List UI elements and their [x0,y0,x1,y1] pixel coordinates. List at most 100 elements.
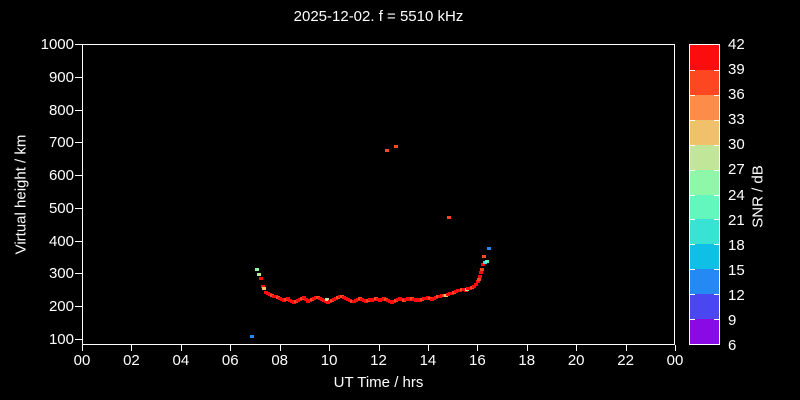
colorbar-segment [690,269,719,295]
x-tick [576,345,578,351]
x-tick [230,345,232,351]
colorbar-tick [714,69,719,71]
x-tick [279,345,281,351]
x-tick [180,345,182,351]
x-tick [625,345,627,351]
colorbar-tick [690,244,695,246]
data-point [477,278,482,282]
y-tick-label: 800 [48,101,74,119]
data-point [478,275,483,279]
colorbar-tick-label: 36 [728,86,745,104]
colorbar-tick-label: 9 [728,311,737,329]
colorbar-tick-label: 30 [728,136,745,154]
colorbar-segment [690,69,719,96]
colorbar-tick [690,269,695,271]
data-point [262,287,267,291]
x-tick-label: 08 [271,352,288,369]
x-tick-label: 18 [518,352,536,369]
y-tick [75,339,82,340]
y-tick [75,44,82,45]
y-tick-label: 200 [48,298,74,316]
colorbar-tick [690,94,695,96]
colorbar-tick [714,144,719,146]
data-point [259,277,264,281]
x-tick-label: 14 [419,352,437,369]
data-point [479,271,484,275]
colorbar-segment [690,119,719,146]
y-tick-label: 700 [48,134,74,152]
data-point [249,335,254,339]
x-tick [378,345,380,351]
plot-title: 2025-12-02. f = 5510 kHz [293,8,464,25]
colorbar-tick-label: 42 [728,36,745,53]
colorbar-tick-label: 18 [728,236,745,254]
data-point [261,284,266,288]
y-axis-label: Virtual height / km [12,134,30,255]
colorbar-tick-label: 12 [728,286,745,304]
x-tick-label: 20 [567,352,585,369]
colorbar-tick [714,119,719,121]
data-point [256,273,261,277]
x-tick [82,345,83,351]
colorbar-segment [690,144,719,171]
data-point [474,283,479,287]
colorbar-tick [690,169,695,171]
x-tick-label: 10 [320,352,338,369]
data-point [363,300,368,304]
colorbar-tick-label: 15 [728,261,745,279]
data-point [481,262,486,266]
y-tick [75,109,82,111]
x-tick-label: 04 [172,352,190,369]
data-point [385,149,390,153]
colorbar-segment [690,219,719,245]
colorbar-tick [714,269,719,271]
colorbar-tick [690,319,695,321]
y-tick [75,76,82,78]
x-tick [131,345,133,351]
data-point [323,300,328,304]
data-point [277,297,282,301]
y-tick-label: 1000 [40,36,74,53]
x-tick-label: 00 [73,352,91,369]
y-tick [75,240,82,242]
y-tick-label: 900 [48,68,74,86]
colorbar-tick [690,194,695,196]
colorbar-tick [690,294,695,296]
data-point [484,259,489,263]
data-point [486,246,491,250]
y-tick [75,306,82,308]
data-point [447,215,452,219]
x-tick-label: 16 [468,352,486,369]
x-tick [526,345,528,351]
colorbar-segment [690,319,719,345]
data-point [302,296,307,300]
x-axis-label: UT Time / hrs [333,374,424,391]
colorbar-segment [690,169,719,195]
colorbar-segment [690,194,719,220]
colorbar-tick [690,144,695,146]
data-point [480,267,485,271]
colorbar-tick [714,294,719,296]
colorbar-tick [690,219,695,221]
colorbar-tick [690,119,695,121]
colorbar-tick-label: 24 [728,186,745,204]
colorbar-tick [714,244,719,246]
colorbar [689,44,720,345]
colorbar-tick-label: 33 [728,111,745,129]
colorbar-tick-label: 39 [728,61,745,79]
y-tick-label: 100 [48,331,74,348]
data-point [427,297,432,301]
y-tick-label: 600 [48,167,74,185]
plot-area [82,44,675,345]
x-tick [477,345,479,351]
data-point [341,296,346,300]
colorbar-tick [714,194,719,196]
colorbar-segment [690,294,719,320]
colorbar-segment [690,45,719,71]
y-tick [75,273,82,275]
data-point [403,298,408,302]
data-point [393,145,398,149]
data-point [383,298,388,302]
data-point [286,297,291,301]
